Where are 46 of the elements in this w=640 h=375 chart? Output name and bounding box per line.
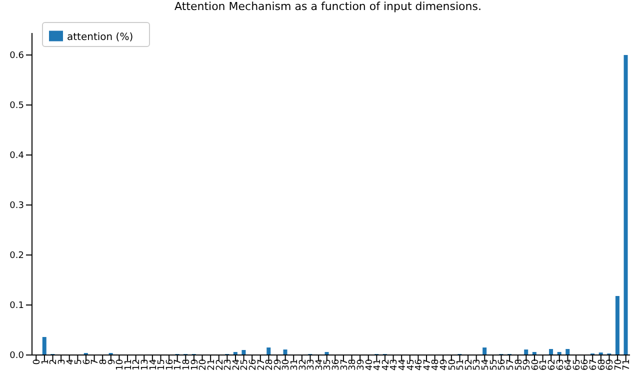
x-tick-label: 68	[597, 358, 608, 370]
x-tick-label: 56	[498, 358, 508, 370]
y-tick-label: 0.6	[10, 51, 24, 62]
legend-label: attention (%)	[67, 32, 134, 43]
x-tick-label: 4	[66, 358, 76, 365]
x-tick-label: 65	[572, 359, 582, 370]
x-tick-label: 60	[530, 358, 541, 370]
x-tick-label: 26	[248, 358, 258, 370]
x-tick-label: 50	[448, 358, 458, 370]
x-tick-label: 34	[314, 358, 325, 370]
x-tick-label: 10	[116, 358, 126, 370]
x-tick-label: 57	[506, 359, 516, 370]
x-tick-label: 62	[547, 359, 558, 370]
y-tick-label: 0.4	[10, 151, 24, 162]
x-tick-label: 13	[140, 359, 151, 370]
y-tick-label: 0.2	[10, 251, 24, 262]
x-tick-label: 54	[481, 358, 492, 370]
x-tick-label: 19	[190, 358, 200, 370]
y-tick-label: 0.0	[10, 351, 24, 362]
x-tick-label: 32	[298, 359, 308, 370]
x-tick-label: 14	[148, 358, 159, 370]
x-tick-label: 70	[614, 358, 624, 370]
x-tick-label: 71	[622, 359, 632, 370]
x-tick-label: 40	[364, 358, 375, 370]
x-tick-label: 43	[390, 359, 400, 370]
x-tick-label: 8	[98, 358, 109, 365]
x-tick-label: 46	[414, 358, 425, 370]
x-tick-label: 0	[32, 358, 43, 365]
x-tick-label: 55	[489, 359, 500, 370]
y-tick-label: 0.5	[10, 101, 24, 112]
y-tick-label: 0.1	[10, 301, 24, 312]
chart-title: Attention Mechanism as a function of input dimensions.	[174, 0, 482, 14]
x-tick-label: 21	[206, 359, 217, 370]
x-tick-label: 3	[57, 359, 68, 365]
x-tick-label: 16	[165, 358, 176, 370]
x-tick-label: 6	[82, 358, 92, 365]
x-tick-label: 58	[514, 358, 524, 370]
x-tick-label: 52	[464, 359, 474, 370]
x-tick-label: 44	[398, 358, 408, 370]
y-tick-label: 0.3	[10, 201, 24, 212]
x-tick-label: 39	[356, 358, 366, 370]
x-tick-label: 45	[406, 359, 416, 370]
x-tick-label: 37	[340, 359, 350, 370]
x-tick-label: 53	[472, 359, 483, 370]
x-tick-label: 63	[556, 359, 566, 370]
x-tick-label: 29	[273, 358, 284, 370]
